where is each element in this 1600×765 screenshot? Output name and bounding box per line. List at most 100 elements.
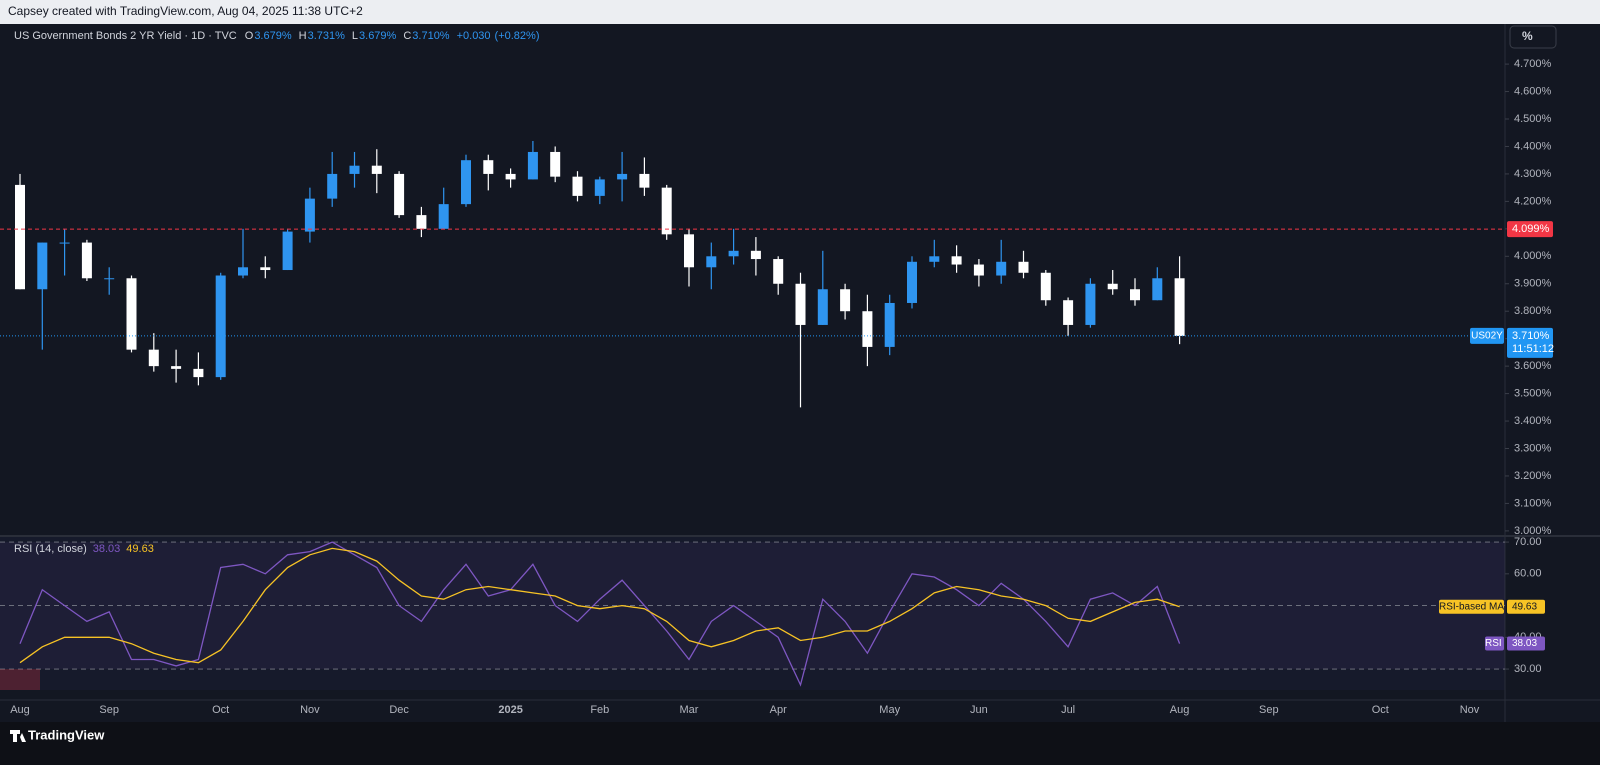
unit-button-label[interactable]: % [1522,29,1533,43]
ohlc-name: C [403,30,411,42]
candle-body [706,256,717,268]
candle-body [1130,289,1140,301]
y-tick-label: 3.100% [1514,497,1552,509]
series-line [19,541,1181,687]
candle-body [773,259,784,284]
candle-body [750,250,761,260]
x-tick-label: Sep [99,704,119,716]
level-label: 4.099% [1512,223,1550,235]
x-tick-label: Oct [1372,704,1389,716]
x-tick-label: Apr [770,704,787,716]
candle-body [37,242,48,290]
price-label: 3.710% [1512,330,1550,342]
candle-body [973,264,984,276]
countdown: 11:51:12 [1512,343,1554,355]
chart-title: US Government Bonds 2 YR Yield · 1D · TV… [14,30,237,42]
rsi-value: 38.03 [93,543,121,555]
series-value-badge [1507,599,1545,614]
candle-body [1107,283,1118,290]
price-badge [1507,327,1553,358]
y-tick-label: 3.200% [1514,470,1552,482]
y-tick-label: 3.000% [1514,525,1552,537]
candle-body [193,368,204,378]
candle-body [238,267,248,276]
ohlc-name: O [245,30,254,42]
candle-body [527,151,538,180]
x-tick-label: Aug [10,704,30,716]
unit-button[interactable] [1509,25,1557,49]
candle-body [862,311,873,347]
candle-body [951,256,962,265]
series-value-badge [1507,636,1545,651]
candle-body [483,160,494,174]
level-badge [1507,221,1553,238]
ohlc-name: H [299,30,307,42]
x-tick-label: Mar [680,704,699,716]
y-tick-label: 4.600% [1514,85,1552,97]
candle-body [81,242,92,279]
candle-body [795,283,806,325]
symbol-label: US02Y [1471,331,1503,342]
rsi-title: RSI (14, close) [14,543,87,555]
candle-body [394,173,405,216]
y-tick-label: 30.00 [1514,663,1542,675]
candle-body [817,289,828,325]
x-tick-label: Feb [590,704,609,716]
candle-body [594,179,605,196]
x-tick-label: Sep [1259,704,1279,716]
y-tick-label: 3.600% [1514,360,1552,372]
rsi-ma-value: 49.63 [126,543,154,555]
y-tick-label: 4.500% [1514,113,1552,125]
x-tick-label: Oct [212,704,229,716]
brand: TradingView [28,727,105,742]
candle-body [1174,278,1185,336]
x-tick-label: Nov [300,704,320,716]
candle-body [461,160,471,205]
y-tick-label: 3.800% [1514,305,1552,317]
candle-body [840,289,851,312]
candle-body [126,278,137,350]
series-name: RSI [1485,638,1502,649]
y-tick-label: 4.400% [1514,140,1552,152]
y-tick-label: 3.500% [1514,387,1552,399]
y-tick-label: 60.00 [1514,568,1542,580]
ohlc-value: 3.679% [359,30,397,42]
x-tick-label: Jun [970,704,988,716]
candle-body [416,215,427,229]
candle-body [1040,272,1051,301]
candle-body [59,242,70,244]
symbol-badge [1470,327,1504,344]
candle-body [171,366,182,369]
x-tick-label: Dec [389,704,409,716]
ohlc-value: 3.679% [254,30,292,42]
oversold-fill [0,669,40,690]
y-tick-label: 4.000% [1514,250,1552,262]
x-tick-label: Jul [1061,704,1075,716]
y-tick-label: 70.00 [1514,536,1542,548]
x-tick-label: May [879,704,900,716]
series-name: RSI-based MA [1439,601,1504,612]
candle-body [684,234,694,268]
candle-body [1018,261,1029,273]
candle-body [907,261,917,303]
series-name-badge [1485,636,1504,651]
candle-body [260,267,271,271]
y-tick-label: 3.900% [1514,278,1552,290]
attribution: Capsey created with TradingView.com, Aug… [8,4,363,18]
candle-body [104,278,115,280]
candle-body [215,275,226,378]
candle-body [1152,278,1163,301]
candle-body [661,187,672,235]
bottom-bar [0,722,1600,765]
candle-body [349,165,360,174]
ohlc-value: 3.731% [308,30,346,42]
change-pct: (+0.82%) [495,30,540,42]
candle-body [282,231,293,271]
candle-body [438,204,449,229]
candle-body [572,176,583,196]
ohlc-name: L [352,30,358,42]
top-bar [0,0,1600,24]
change: +0.030 [457,30,491,42]
ohlc-value: 3.710% [412,30,450,42]
